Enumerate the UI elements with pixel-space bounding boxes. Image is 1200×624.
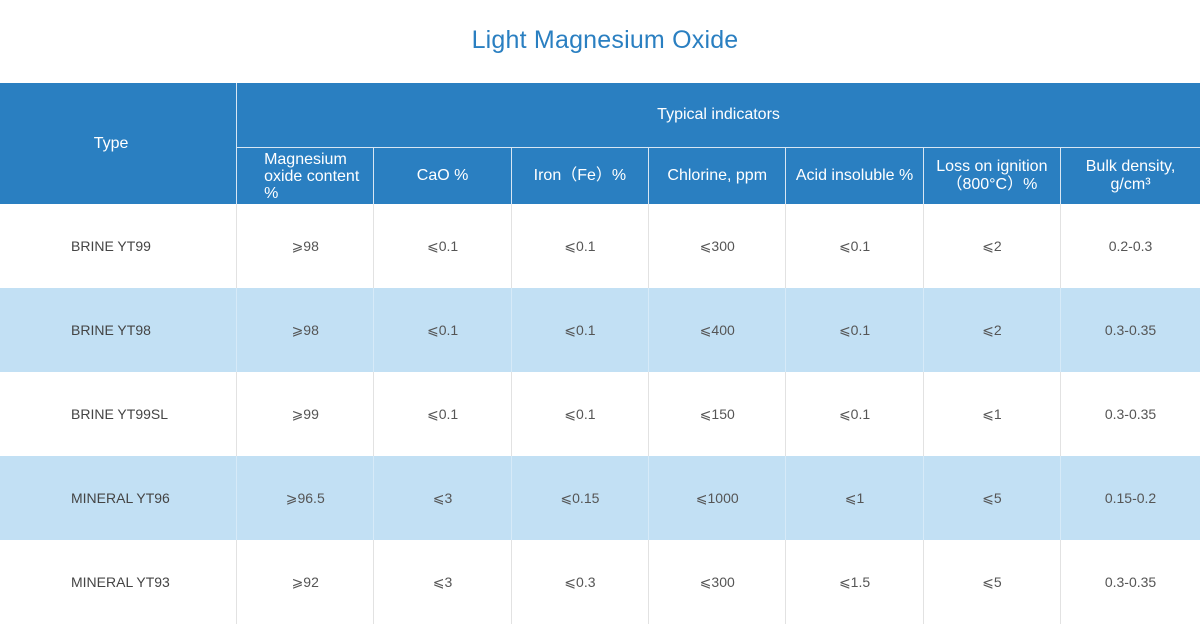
table-cell: 0.2-0.3 bbox=[1108, 238, 1153, 254]
table-cell: ⩽400 bbox=[648, 288, 787, 372]
column-header-acid-insoluble: Acid insoluble % bbox=[785, 147, 924, 204]
table-cell: ⩽2 bbox=[923, 204, 1062, 288]
header-row-group: Type Typical indicators bbox=[0, 83, 1200, 204]
table-cell: ⩽300 bbox=[648, 540, 787, 624]
table-cell: ⩽3 bbox=[373, 540, 512, 624]
table-cell: ⩽3 bbox=[373, 456, 512, 540]
table-cell: ⩽0.1 bbox=[511, 372, 650, 456]
table-cell: ⩽1000 bbox=[648, 456, 787, 540]
header-row-columns: Magnesium oxide content % CaO % Iron（Fe）… bbox=[0, 147, 1200, 204]
table-row: BRINE YT98 ⩾98 ⩽0.1 ⩽0.1 ⩽400 ⩽0.1 ⩽2 0.… bbox=[0, 288, 1200, 372]
column-header-bulk-density: Bulk density, g/cm³ bbox=[1060, 147, 1200, 204]
table-row: MINERAL YT96 ⩾96.5 ⩽3 ⩽0.15 ⩽1000 ⩽1 ⩽5 … bbox=[0, 456, 1200, 540]
table-cell: ⩽0.1 bbox=[373, 204, 512, 288]
table-cell: ⩽1.5 bbox=[785, 540, 924, 624]
table-cell: ⩾98 bbox=[236, 288, 375, 372]
column-group-header-typical-indicators: Typical indicators bbox=[236, 83, 1200, 148]
table-cell: ⩾96.5 bbox=[236, 456, 375, 540]
table-cell: ⩽2 bbox=[923, 288, 1062, 372]
table-cell-type: BRINE YT99 bbox=[0, 204, 238, 288]
table-cell: ⩾92 bbox=[236, 540, 375, 624]
table-row: BRINE YT99SL ⩾99 ⩽0.1 ⩽0.1 ⩽150 ⩽0.1 ⩽1 … bbox=[0, 372, 1200, 456]
table-cell-type: BRINE YT99SL bbox=[0, 372, 238, 456]
table-row: MINERAL YT93 ⩾92 ⩽3 ⩽0.3 ⩽300 ⩽1.5 ⩽5 0.… bbox=[0, 540, 1200, 624]
table-cell: 0.3-0.35 bbox=[1104, 406, 1157, 422]
table-cell: ⩽5 bbox=[923, 540, 1062, 624]
table-cell: ⩽0.1 bbox=[373, 372, 512, 456]
column-header-chlorine: Chlorine, ppm bbox=[648, 147, 787, 204]
table-cell: ⩽5 bbox=[923, 456, 1062, 540]
table-cell: ⩾98 bbox=[236, 204, 375, 288]
table-cell: 0.3-0.35 bbox=[1060, 288, 1200, 372]
table-cell: ⩽0.1 bbox=[511, 204, 650, 288]
table-cell-type: MINERAL YT96 bbox=[0, 456, 238, 540]
column-header-cao: CaO % bbox=[373, 147, 512, 204]
table-row: BRINE YT99 ⩾98 ⩽0.1 ⩽0.1 ⩽300 ⩽0.1 ⩽2 0.… bbox=[0, 204, 1200, 288]
specification-table: Type Typical indicators Magnesium oxide … bbox=[0, 83, 1200, 624]
table-cell: ⩽0.1 bbox=[785, 204, 924, 288]
table-cell: ⩽0.3 bbox=[511, 540, 650, 624]
table-cell: ⩽0.1 bbox=[373, 288, 512, 372]
column-header-iron: Iron（Fe）% bbox=[511, 147, 650, 204]
column-header-magnesium-oxide: Magnesium oxide content % bbox=[236, 147, 375, 204]
column-header-type: Type bbox=[0, 83, 238, 204]
page-title: Light Magnesium Oxide bbox=[471, 26, 739, 54]
table-cell: ⩽0.15 bbox=[511, 456, 650, 540]
table-cell: ⩽300 bbox=[648, 204, 787, 288]
table-cell: ⩽150 bbox=[648, 372, 787, 456]
table-cell-type: BRINE YT98 bbox=[0, 288, 238, 372]
table-cell: ⩽1 bbox=[923, 372, 1062, 456]
table-cell: ⩽0.1 bbox=[785, 288, 924, 372]
column-header-loss-on-ignition: Loss on ignition（800°C）% bbox=[923, 147, 1062, 204]
table-cell: 0.15-0.2 bbox=[1060, 456, 1200, 540]
table-cell-type: MINERAL YT93 bbox=[0, 540, 238, 624]
table-cell: ⩾99 bbox=[236, 372, 375, 456]
table-cell: ⩽0.1 bbox=[785, 372, 924, 456]
table-cell: ⩽0.1 bbox=[511, 288, 650, 372]
table-cell: ⩽1 bbox=[785, 456, 924, 540]
table-cell: 0.3-0.35 bbox=[1104, 574, 1157, 590]
